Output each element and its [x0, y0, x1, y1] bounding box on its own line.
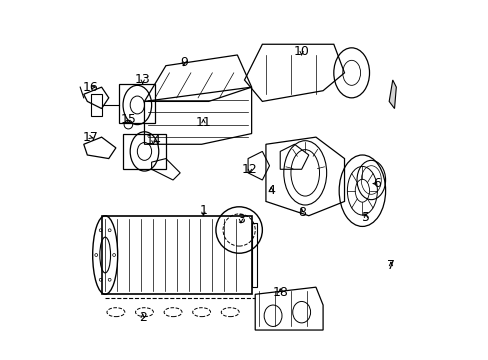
Text: 16: 16	[83, 81, 99, 94]
Text: 1: 1	[199, 204, 207, 217]
Text: 10: 10	[293, 45, 309, 58]
Text: 2: 2	[139, 311, 146, 324]
Bar	[119, 84, 155, 123]
Text: 12: 12	[242, 163, 257, 176]
Text: 17: 17	[82, 131, 98, 144]
Text: 15: 15	[120, 113, 136, 126]
Text: 5: 5	[361, 211, 369, 224]
Text: 9: 9	[180, 55, 187, 69]
Text: 14: 14	[145, 134, 161, 147]
Text: 6: 6	[372, 177, 380, 190]
Text: 7: 7	[386, 259, 394, 272]
Text: 8: 8	[297, 206, 305, 219]
Bar	[123, 134, 165, 169]
Text: 11: 11	[195, 116, 211, 129]
Polygon shape	[388, 80, 395, 109]
Text: 13: 13	[135, 73, 150, 86]
Text: 4: 4	[267, 184, 275, 197]
Bar	[251, 223, 257, 287]
Text: 3: 3	[237, 213, 244, 226]
Text: 18: 18	[272, 286, 287, 299]
Bar	[102, 216, 251, 294]
